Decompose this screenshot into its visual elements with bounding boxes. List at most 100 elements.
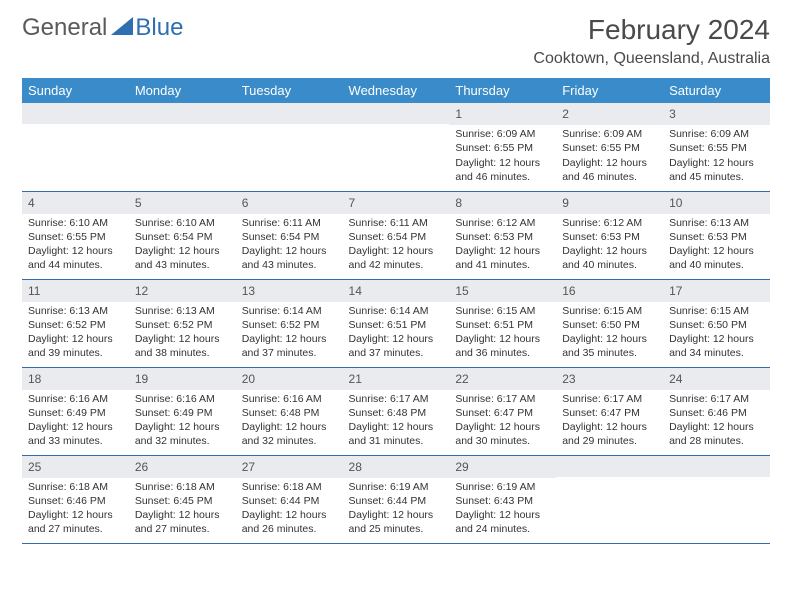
day-number: 23: [556, 368, 663, 390]
week-row: 4Sunrise: 6:10 AMSunset: 6:55 PMDaylight…: [22, 191, 770, 279]
empty-day-number: [129, 103, 236, 124]
day-header: Wednesday: [343, 78, 450, 103]
title-block: February 2024 Cooktown, Queensland, Aust…: [533, 14, 770, 68]
day-details: Sunrise: 6:11 AMSunset: 6:54 PMDaylight:…: [236, 214, 343, 277]
calendar-head: SundayMondayTuesdayWednesdayThursdayFrid…: [22, 78, 770, 103]
day-cell: 8Sunrise: 6:12 AMSunset: 6:53 PMDaylight…: [449, 191, 556, 279]
day-number: 3: [663, 103, 770, 125]
day-cell: 17Sunrise: 6:15 AMSunset: 6:50 PMDayligh…: [663, 279, 770, 367]
day-details: Sunrise: 6:19 AMSunset: 6:43 PMDaylight:…: [449, 478, 556, 541]
day-header: Monday: [129, 78, 236, 103]
day-number: 2: [556, 103, 663, 125]
day-number: 21: [343, 368, 450, 390]
empty-day-number: [663, 456, 770, 477]
day-details: Sunrise: 6:13 AMSunset: 6:52 PMDaylight:…: [22, 302, 129, 365]
day-details: Sunrise: 6:15 AMSunset: 6:51 PMDaylight:…: [449, 302, 556, 365]
day-cell: [556, 455, 663, 543]
header: General Blue February 2024 Cooktown, Que…: [22, 14, 770, 68]
day-cell: 28Sunrise: 6:19 AMSunset: 6:44 PMDayligh…: [343, 455, 450, 543]
week-row: 11Sunrise: 6:13 AMSunset: 6:52 PMDayligh…: [22, 279, 770, 367]
empty-day-number: [556, 456, 663, 477]
day-number: 7: [343, 192, 450, 214]
day-number: 11: [22, 280, 129, 302]
day-header: Friday: [556, 78, 663, 103]
day-header: Tuesday: [236, 78, 343, 103]
day-number: 24: [663, 368, 770, 390]
day-cell: 29Sunrise: 6:19 AMSunset: 6:43 PMDayligh…: [449, 455, 556, 543]
day-details: Sunrise: 6:16 AMSunset: 6:49 PMDaylight:…: [129, 390, 236, 453]
day-cell: [663, 455, 770, 543]
day-cell: 14Sunrise: 6:14 AMSunset: 6:51 PMDayligh…: [343, 279, 450, 367]
day-details: Sunrise: 6:17 AMSunset: 6:47 PMDaylight:…: [556, 390, 663, 453]
day-number: 29: [449, 456, 556, 478]
week-row: 18Sunrise: 6:16 AMSunset: 6:49 PMDayligh…: [22, 367, 770, 455]
day-cell: 2Sunrise: 6:09 AMSunset: 6:55 PMDaylight…: [556, 103, 663, 191]
day-number: 20: [236, 368, 343, 390]
day-cell: 9Sunrise: 6:12 AMSunset: 6:53 PMDaylight…: [556, 191, 663, 279]
day-cell: 6Sunrise: 6:11 AMSunset: 6:54 PMDaylight…: [236, 191, 343, 279]
day-cell: 20Sunrise: 6:16 AMSunset: 6:48 PMDayligh…: [236, 367, 343, 455]
day-details: Sunrise: 6:16 AMSunset: 6:48 PMDaylight:…: [236, 390, 343, 453]
day-cell: 3Sunrise: 6:09 AMSunset: 6:55 PMDaylight…: [663, 103, 770, 191]
day-cell: 13Sunrise: 6:14 AMSunset: 6:52 PMDayligh…: [236, 279, 343, 367]
day-number: 12: [129, 280, 236, 302]
day-details: Sunrise: 6:18 AMSunset: 6:45 PMDaylight:…: [129, 478, 236, 541]
day-number: 9: [556, 192, 663, 214]
logo-text-general: General: [22, 14, 107, 42]
week-row: 1Sunrise: 6:09 AMSunset: 6:55 PMDaylight…: [22, 103, 770, 191]
month-title: February 2024: [533, 14, 770, 46]
location: Cooktown, Queensland, Australia: [533, 50, 770, 68]
day-number: 28: [343, 456, 450, 478]
day-number: 1: [449, 103, 556, 125]
week-row: 25Sunrise: 6:18 AMSunset: 6:46 PMDayligh…: [22, 455, 770, 543]
calendar-body: 1Sunrise: 6:09 AMSunset: 6:55 PMDaylight…: [22, 103, 770, 543]
day-header-row: SundayMondayTuesdayWednesdayThursdayFrid…: [22, 78, 770, 103]
day-cell: 19Sunrise: 6:16 AMSunset: 6:49 PMDayligh…: [129, 367, 236, 455]
day-number: 4: [22, 192, 129, 214]
day-number: 18: [22, 368, 129, 390]
logo-text-blue: Blue: [135, 14, 183, 42]
day-cell: [343, 103, 450, 191]
day-details: Sunrise: 6:10 AMSunset: 6:54 PMDaylight:…: [129, 214, 236, 277]
day-details: Sunrise: 6:11 AMSunset: 6:54 PMDaylight:…: [343, 214, 450, 277]
day-cell: 16Sunrise: 6:15 AMSunset: 6:50 PMDayligh…: [556, 279, 663, 367]
day-number: 15: [449, 280, 556, 302]
day-details: Sunrise: 6:19 AMSunset: 6:44 PMDaylight:…: [343, 478, 450, 541]
day-number: 25: [22, 456, 129, 478]
day-details: Sunrise: 6:10 AMSunset: 6:55 PMDaylight:…: [22, 214, 129, 277]
day-cell: 26Sunrise: 6:18 AMSunset: 6:45 PMDayligh…: [129, 455, 236, 543]
day-details: Sunrise: 6:13 AMSunset: 6:53 PMDaylight:…: [663, 214, 770, 277]
day-details: Sunrise: 6:15 AMSunset: 6:50 PMDaylight:…: [556, 302, 663, 365]
day-cell: 1Sunrise: 6:09 AMSunset: 6:55 PMDaylight…: [449, 103, 556, 191]
day-details: Sunrise: 6:09 AMSunset: 6:55 PMDaylight:…: [663, 125, 770, 188]
day-cell: 7Sunrise: 6:11 AMSunset: 6:54 PMDaylight…: [343, 191, 450, 279]
day-header: Thursday: [449, 78, 556, 103]
day-cell: 21Sunrise: 6:17 AMSunset: 6:48 PMDayligh…: [343, 367, 450, 455]
day-details: Sunrise: 6:17 AMSunset: 6:47 PMDaylight:…: [449, 390, 556, 453]
day-cell: 18Sunrise: 6:16 AMSunset: 6:49 PMDayligh…: [22, 367, 129, 455]
day-details: Sunrise: 6:14 AMSunset: 6:51 PMDaylight:…: [343, 302, 450, 365]
day-details: Sunrise: 6:12 AMSunset: 6:53 PMDaylight:…: [449, 214, 556, 277]
day-details: Sunrise: 6:09 AMSunset: 6:55 PMDaylight:…: [556, 125, 663, 188]
day-number: 5: [129, 192, 236, 214]
day-details: Sunrise: 6:16 AMSunset: 6:49 PMDaylight:…: [22, 390, 129, 453]
day-cell: 22Sunrise: 6:17 AMSunset: 6:47 PMDayligh…: [449, 367, 556, 455]
day-number: 22: [449, 368, 556, 390]
day-number: 26: [129, 456, 236, 478]
logo-triangle-icon: [111, 17, 133, 40]
day-details: Sunrise: 6:12 AMSunset: 6:53 PMDaylight:…: [556, 214, 663, 277]
day-details: Sunrise: 6:09 AMSunset: 6:55 PMDaylight:…: [449, 125, 556, 188]
day-number: 6: [236, 192, 343, 214]
day-cell: 5Sunrise: 6:10 AMSunset: 6:54 PMDaylight…: [129, 191, 236, 279]
day-number: 13: [236, 280, 343, 302]
day-cell: 15Sunrise: 6:15 AMSunset: 6:51 PMDayligh…: [449, 279, 556, 367]
logo: General Blue: [22, 14, 183, 42]
calendar-table: SundayMondayTuesdayWednesdayThursdayFrid…: [22, 78, 770, 544]
day-details: Sunrise: 6:15 AMSunset: 6:50 PMDaylight:…: [663, 302, 770, 365]
empty-day-number: [343, 103, 450, 124]
day-number: 27: [236, 456, 343, 478]
empty-day-number: [236, 103, 343, 124]
day-details: Sunrise: 6:14 AMSunset: 6:52 PMDaylight:…: [236, 302, 343, 365]
day-cell: 11Sunrise: 6:13 AMSunset: 6:52 PMDayligh…: [22, 279, 129, 367]
day-details: Sunrise: 6:18 AMSunset: 6:46 PMDaylight:…: [22, 478, 129, 541]
